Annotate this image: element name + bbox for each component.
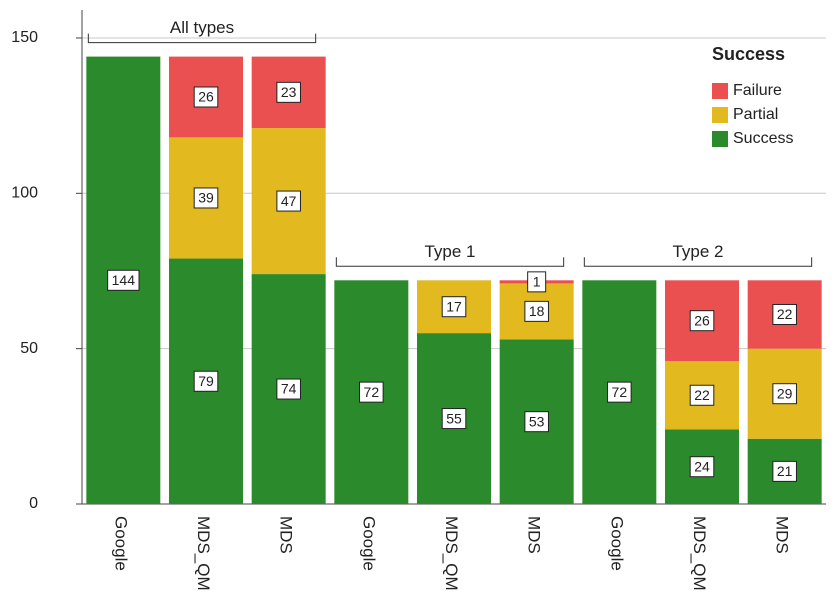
x-tick-label: MDS_QM: [442, 516, 461, 591]
data-label-box: [527, 271, 547, 293]
data-label-box: [689, 456, 715, 478]
x-tick-label: MDS_QM: [194, 516, 213, 591]
x-tick-label: Google: [111, 516, 130, 571]
data-label-box: [524, 411, 549, 433]
data-label-box: [607, 381, 632, 403]
x-tick-label: MDS: [525, 516, 544, 554]
group-bracket: [87, 33, 317, 44]
data-label-box: [689, 384, 715, 406]
data-label: 22: [694, 387, 710, 403]
data-label-box: [107, 269, 140, 291]
data-label-box: [276, 81, 301, 103]
x-tick-label: MDS_QM: [690, 516, 709, 591]
data-label: 47: [281, 193, 297, 209]
legend-title: Success: [712, 44, 785, 64]
data-label-box: [441, 296, 467, 318]
data-label-box: [524, 300, 549, 322]
data-label: 24: [694, 458, 710, 474]
x-tick-label: MDS: [773, 516, 792, 554]
y-tick-label: 100: [11, 185, 38, 202]
data-label: 144: [112, 272, 136, 288]
data-label: 1: [533, 274, 541, 290]
x-tick-label: MDS: [277, 516, 296, 554]
data-label: 79: [198, 373, 214, 389]
data-label-box: [193, 370, 219, 392]
y-tick-label: 0: [29, 495, 38, 512]
data-label-box: [441, 408, 467, 430]
x-tick-label: Google: [359, 516, 378, 571]
data-label: 18: [529, 303, 545, 319]
data-label-box: [772, 460, 797, 482]
data-label: 72: [364, 384, 380, 400]
data-label-box: [689, 310, 715, 332]
data-label: 53: [529, 413, 545, 429]
data-label: 39: [198, 190, 214, 206]
data-label: 22: [777, 306, 793, 322]
data-label-box: [276, 378, 301, 400]
data-label: 72: [612, 384, 628, 400]
legend-label: Success: [733, 130, 793, 147]
legend-label: Partial: [733, 106, 778, 123]
y-tick-label: 50: [20, 340, 38, 357]
group-label: Type 2: [672, 242, 723, 261]
data-label: 23: [281, 84, 297, 100]
y-tick-label: 150: [11, 29, 38, 46]
data-label-box: [193, 86, 219, 108]
group-label: Type 1: [424, 242, 475, 261]
data-label: 55: [446, 410, 462, 426]
data-label: 17: [446, 298, 462, 314]
data-label-box: [359, 381, 384, 403]
data-label: 26: [694, 312, 710, 328]
data-label: 29: [777, 385, 793, 401]
data-label-box: [772, 303, 797, 325]
data-label: 21: [777, 463, 793, 479]
legend-label: Failure: [733, 82, 782, 99]
legend-swatch: [712, 131, 728, 147]
group-label: All types: [170, 18, 234, 37]
x-tick-label: Google: [607, 516, 626, 571]
data-label-box: [772, 383, 797, 405]
group-bracket: [583, 257, 813, 267]
data-label: 74: [281, 381, 297, 397]
group-bracket: [335, 257, 565, 267]
legend-swatch: [712, 83, 728, 99]
legend-swatch: [712, 107, 728, 123]
data-label: 26: [198, 89, 214, 105]
data-label-box: [276, 190, 301, 212]
data-label-box: [193, 187, 219, 209]
